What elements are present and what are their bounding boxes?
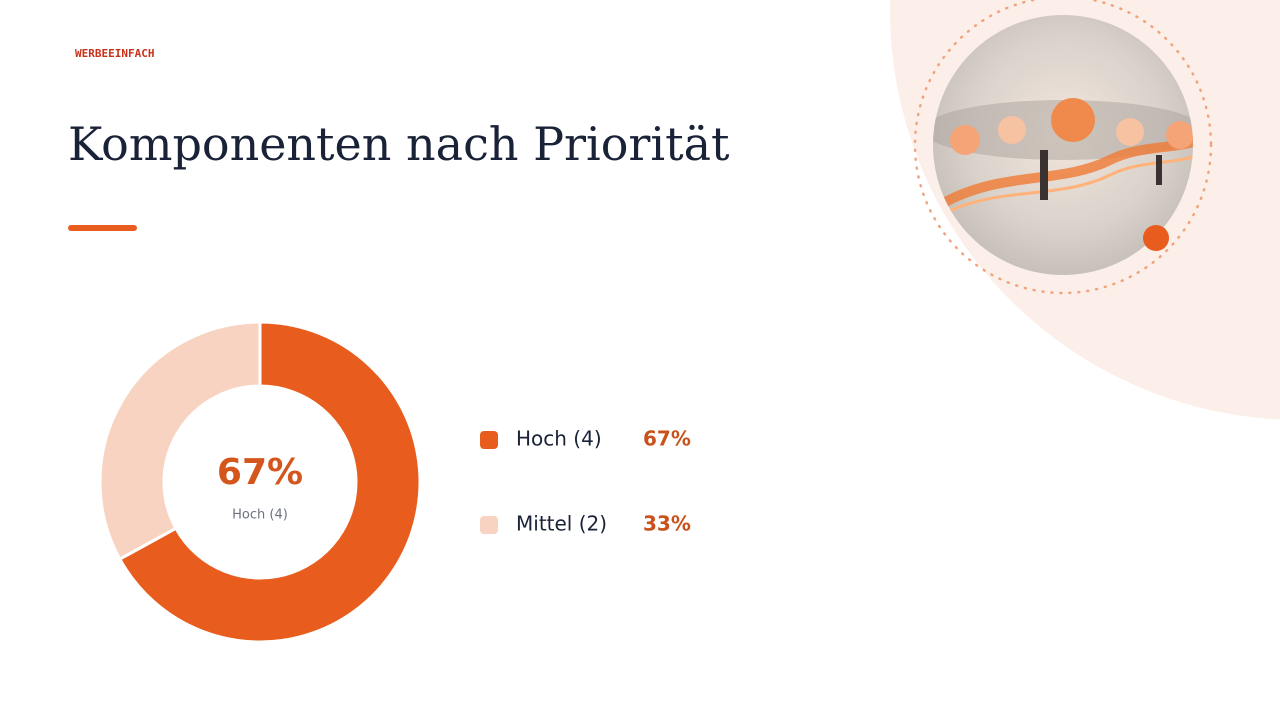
legend-label: Hoch (4) bbox=[516, 427, 602, 451]
legend-swatch bbox=[480, 431, 498, 449]
legend-value: 67% bbox=[643, 427, 691, 451]
chart-title: Komponenten nach Priorität bbox=[68, 117, 730, 171]
legend-swatch bbox=[480, 516, 498, 534]
legend-value: 33% bbox=[643, 512, 691, 536]
donut-segment bbox=[98, 320, 262, 562]
center-value: 67% bbox=[217, 452, 303, 493]
accent-dot bbox=[1143, 225, 1169, 251]
legend-label: Mittel (2) bbox=[516, 512, 607, 536]
logo: WERBEEINFACH bbox=[75, 47, 154, 60]
center-label: Hoch (4) bbox=[232, 508, 288, 523]
donut-segment bbox=[117, 320, 422, 644]
dotted-ring bbox=[913, 0, 1213, 295]
title-underline bbox=[68, 225, 137, 231]
